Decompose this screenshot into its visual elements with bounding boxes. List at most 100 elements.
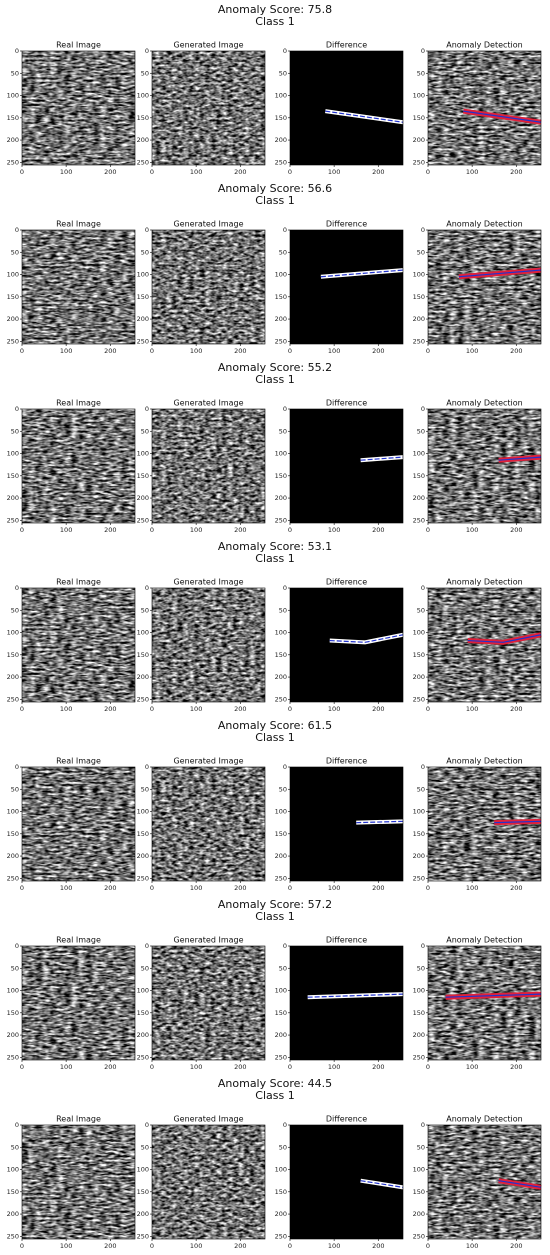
y-tick-label: 0 [283, 226, 287, 234]
y-tick-label: 200 [413, 136, 425, 144]
panel-frame [427, 229, 542, 345]
y-tick-label: 200 [7, 494, 19, 502]
x-tick-label: 200 [510, 1242, 522, 1250]
y-tick-label: 50 [141, 69, 149, 77]
x-tick-label: 0 [426, 526, 430, 534]
x-tick-label: 0 [150, 168, 154, 176]
y-tick-label: 0 [283, 47, 287, 55]
x-tick-label: 200 [510, 347, 522, 355]
x-tick-label: 200 [234, 347, 246, 355]
y-tick-label: 100 [275, 271, 287, 279]
y-tick-label: 200 [413, 494, 425, 502]
x-tick-label: 200 [104, 884, 116, 892]
panel-frame [427, 1124, 542, 1240]
y-tick-label: 50 [11, 964, 19, 972]
y-tick-label: 0 [145, 1121, 149, 1129]
x-tick-label: 0 [288, 884, 292, 892]
y-tick-label: 50 [279, 785, 287, 793]
y-tick-label: 200 [413, 852, 425, 860]
y-tick-label: 250 [275, 1053, 287, 1061]
x-tick-label: 0 [20, 347, 24, 355]
y-tick-label: 100 [275, 987, 287, 995]
texture-image [22, 767, 135, 881]
y-tick-label: 150 [413, 1188, 425, 1196]
y-tick-label: 50 [279, 964, 287, 972]
y-tick-label: 200 [7, 673, 19, 681]
y-tick-label: 100 [137, 629, 149, 637]
texture-image [152, 51, 265, 165]
texture-image [22, 1125, 135, 1239]
x-tick-label: 100 [60, 526, 72, 534]
x-tick-label: 100 [466, 1063, 478, 1071]
y-tick-label: 100 [275, 92, 287, 100]
difference-image [290, 946, 403, 1060]
y-tick-label: 250 [137, 874, 149, 882]
y-tick-label: 150 [275, 1009, 287, 1017]
y-tick-label: 0 [283, 405, 287, 413]
y-tick-label: 250 [275, 337, 287, 345]
y-tick-label: 100 [7, 271, 19, 279]
x-tick-label: 100 [466, 705, 478, 713]
y-tick-label: 50 [141, 427, 149, 435]
y-tick-label: 250 [413, 874, 425, 882]
x-tick-label: 0 [426, 705, 430, 713]
y-tick-label: 250 [7, 695, 19, 703]
y-tick-label: 100 [7, 1166, 19, 1174]
y-tick-label: 0 [15, 1121, 19, 1129]
texture-image [22, 51, 135, 165]
y-tick-label: 150 [7, 293, 19, 301]
x-tick-label: 200 [372, 168, 384, 176]
y-tick-label: 250 [413, 1053, 425, 1061]
panel-title: Anomaly Detection [446, 1115, 523, 1124]
x-tick-label: 100 [328, 705, 340, 713]
y-tick-label: 250 [7, 516, 19, 524]
figure-title: Anomaly Score: 56.6 [218, 182, 332, 195]
y-tick-label: 50 [417, 1143, 425, 1151]
detection-edge [498, 1180, 542, 1188]
y-tick-label: 150 [137, 293, 149, 301]
y-tick-label: 250 [137, 337, 149, 345]
y-tick-label: 200 [275, 1210, 287, 1218]
panel-frame [151, 1124, 266, 1240]
panel-title: Real Image [56, 757, 101, 766]
panel-frame [21, 587, 136, 703]
panel-title: Generated Image [173, 757, 243, 766]
x-tick-label: 100 [328, 526, 340, 534]
y-tick-label: 0 [145, 226, 149, 234]
figure-title: Anomaly Score: 55.2 [218, 361, 332, 374]
panel-title: Real Image [56, 41, 101, 50]
panel-frame [289, 408, 404, 524]
y-tick-label: 0 [421, 405, 425, 413]
x-tick-label: 0 [20, 884, 24, 892]
y-tick-label: 50 [279, 1143, 287, 1151]
panel-title: Difference [326, 399, 367, 408]
y-tick-label: 50 [11, 785, 19, 793]
x-tick-label: 0 [288, 526, 292, 534]
x-tick-label: 100 [466, 884, 478, 892]
x-tick-label: 0 [20, 1063, 24, 1071]
x-tick-label: 0 [150, 347, 154, 355]
x-tick-label: 0 [150, 1063, 154, 1071]
panel-frame [21, 1124, 136, 1240]
x-tick-label: 200 [372, 1063, 384, 1071]
x-tick-label: 0 [288, 1063, 292, 1071]
panel-title: Real Image [56, 1115, 101, 1124]
x-tick-label: 100 [190, 347, 202, 355]
x-tick-label: 200 [510, 884, 522, 892]
x-tick-label: 0 [20, 705, 24, 713]
panel-frame [21, 766, 136, 882]
y-tick-label: 250 [137, 1232, 149, 1240]
x-tick-label: 200 [234, 1242, 246, 1250]
y-tick-label: 100 [7, 808, 19, 816]
y-tick-label: 100 [275, 629, 287, 637]
x-tick-label: 200 [234, 884, 246, 892]
